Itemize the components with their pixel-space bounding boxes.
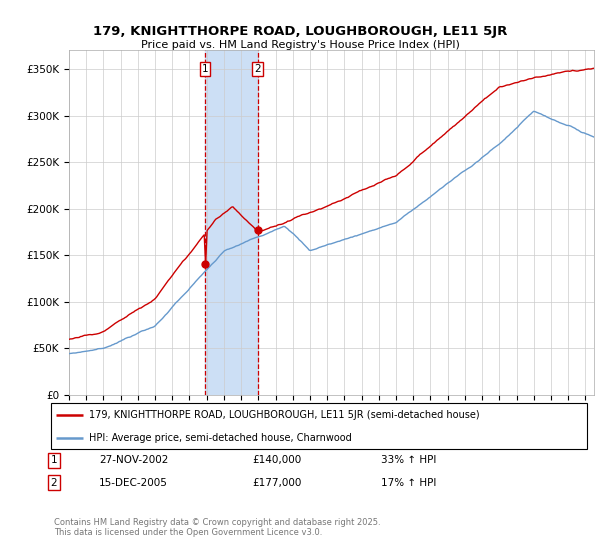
- Bar: [205, 50, 257, 395]
- Text: 2: 2: [254, 64, 261, 74]
- Text: 1: 1: [202, 64, 208, 74]
- Text: 179, KNIGHTTHORPE ROAD, LOUGHBOROUGH, LE11 5JR: 179, KNIGHTTHORPE ROAD, LOUGHBOROUGH, LE…: [93, 25, 507, 38]
- Text: Contains HM Land Registry data © Crown copyright and database right 2025.
This d: Contains HM Land Registry data © Crown c…: [54, 518, 380, 538]
- Text: 17% ↑ HPI: 17% ↑ HPI: [381, 478, 436, 488]
- Text: 1: 1: [50, 455, 58, 465]
- Text: 179, KNIGHTTHORPE ROAD, LOUGHBOROUGH, LE11 5JR (semi-detached house): 179, KNIGHTTHORPE ROAD, LOUGHBOROUGH, LE…: [89, 410, 479, 421]
- Text: HPI: Average price, semi-detached house, Charnwood: HPI: Average price, semi-detached house,…: [89, 433, 352, 443]
- Text: £177,000: £177,000: [252, 478, 301, 488]
- FancyBboxPatch shape: [51, 404, 587, 449]
- Text: 33% ↑ HPI: 33% ↑ HPI: [381, 455, 436, 465]
- Text: 27-NOV-2002: 27-NOV-2002: [99, 455, 169, 465]
- Text: Price paid vs. HM Land Registry's House Price Index (HPI): Price paid vs. HM Land Registry's House …: [140, 40, 460, 50]
- Text: 15-DEC-2005: 15-DEC-2005: [99, 478, 168, 488]
- Text: £140,000: £140,000: [252, 455, 301, 465]
- Text: 2: 2: [50, 478, 58, 488]
